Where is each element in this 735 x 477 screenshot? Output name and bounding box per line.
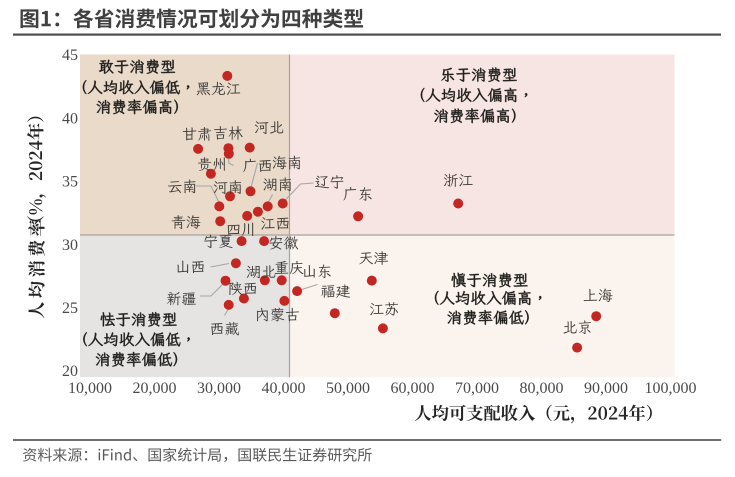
svg-text:40,000: 40,000 (262, 380, 306, 397)
svg-text:35: 35 (62, 174, 78, 191)
svg-text:100,000: 100,000 (645, 380, 697, 397)
svg-text:30,000: 30,000 (197, 380, 241, 397)
svg-text:20,000: 20,000 (133, 380, 177, 397)
svg-text:20: 20 (62, 363, 78, 380)
svg-text:25: 25 (62, 300, 78, 317)
svg-text:30: 30 (62, 237, 78, 254)
svg-text:40: 40 (62, 110, 78, 127)
svg-text:45: 45 (62, 47, 78, 64)
svg-text:60,000: 60,000 (391, 380, 435, 397)
svg-text:90,000: 90,000 (584, 380, 628, 397)
svg-text:10,000: 10,000 (68, 380, 112, 397)
svg-text:80,000: 80,000 (520, 380, 564, 397)
svg-text:50,000: 50,000 (326, 380, 370, 397)
svg-text:70,000: 70,000 (455, 380, 499, 397)
